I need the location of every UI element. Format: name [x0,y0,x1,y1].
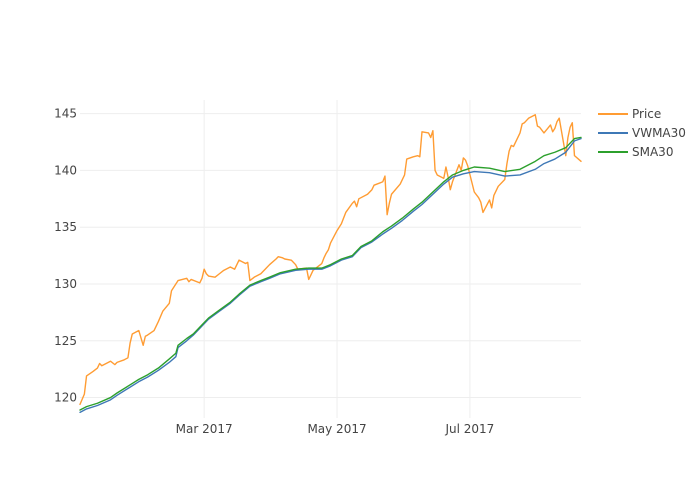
y-axis-ticks: 120 125 130 135 140 145 [54,107,77,405]
x-axis-ticks: Mar 2017 May 2017 Jul 2017 [176,422,495,436]
legend-item-vwma30[interactable]: VWMA30 [598,126,686,140]
legend-label: Price [632,107,661,121]
series-line-sma30 [79,136,582,411]
legend-item-price[interactable]: Price [598,107,661,121]
y-tick-label: 135 [54,220,77,234]
legend[interactable]: Price VWMA30 SMA30 [598,107,686,159]
legend-label: SMA30 [632,145,673,159]
y-tick-label: 140 [54,163,77,177]
legend-label: VWMA30 [632,126,686,140]
series-lines [79,114,582,414]
series-line-vwma30 [79,137,582,414]
x-tick-label: Jul 2017 [444,422,494,436]
gridlines [80,100,581,418]
legend-item-sma30[interactable]: SMA30 [598,145,673,159]
y-tick-label: 145 [54,107,77,121]
series-line-price [79,114,582,406]
y-tick-label: 125 [54,334,77,348]
y-tick-label: 120 [54,391,77,405]
y-tick-label: 130 [54,277,77,291]
x-tick-label: May 2017 [307,422,366,436]
x-tick-label: Mar 2017 [176,422,233,436]
